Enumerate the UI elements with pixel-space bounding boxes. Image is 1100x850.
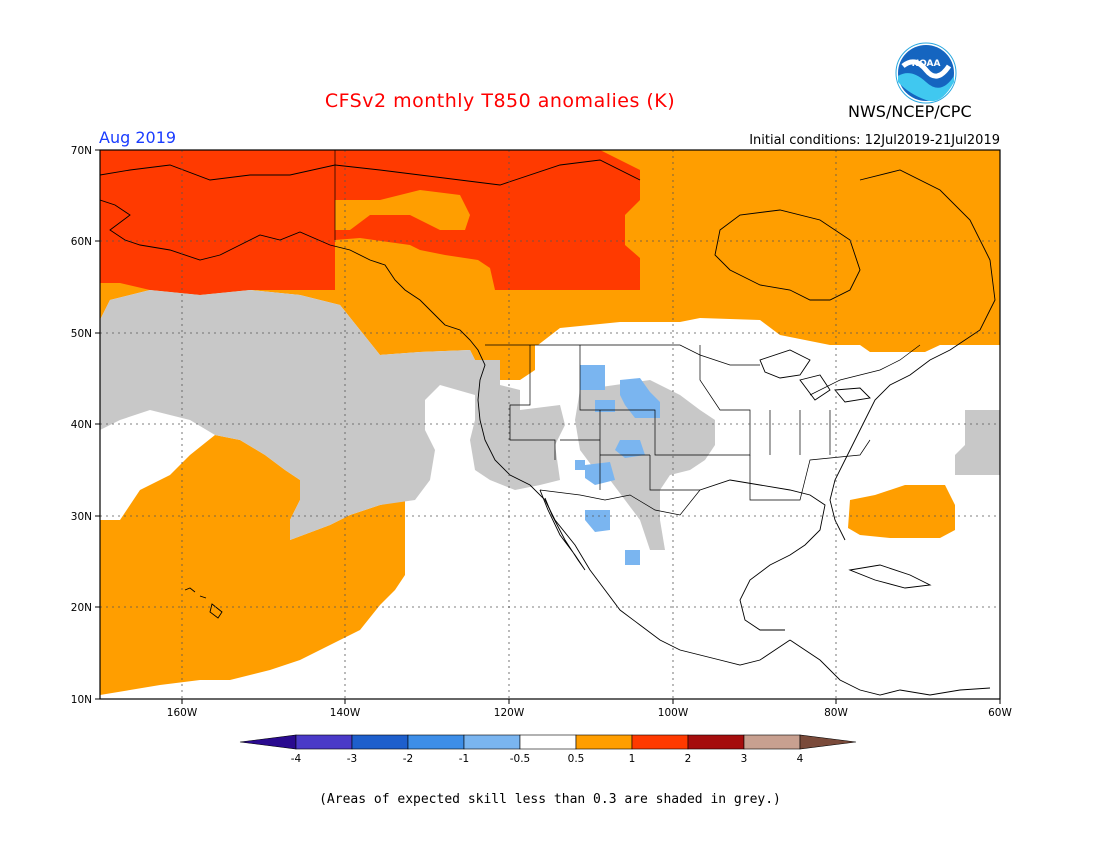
colorbar-label: -0.5 bbox=[510, 753, 531, 765]
lat-label: 50N bbox=[71, 328, 92, 340]
map-title: CFSv2 monthly T850 anomalies (K) bbox=[324, 90, 676, 112]
colorbar-labels: -4 -3 -2 -1 -0.5 0.5 1 2 3 4 bbox=[291, 753, 804, 765]
noaa-logo: NOAA bbox=[895, 42, 957, 104]
forecast-month: Aug 2019 bbox=[99, 128, 177, 147]
lat-label: 60N bbox=[71, 236, 92, 248]
gridlines bbox=[100, 150, 1000, 699]
lat-label: 10N bbox=[71, 694, 92, 706]
colorbar-label: -3 bbox=[347, 753, 357, 765]
colorbar bbox=[239, 734, 857, 750]
anomaly-blue-regions bbox=[575, 365, 660, 565]
lon-label: 100W bbox=[658, 707, 689, 719]
colorbar-max-arrow bbox=[799, 734, 857, 750]
colorbar-swatch bbox=[351, 734, 409, 750]
logo-text: NOAA bbox=[912, 59, 941, 69]
colorbar-min-arrow bbox=[239, 734, 297, 750]
colorbar-swatch bbox=[463, 734, 521, 750]
lat-label: 70N bbox=[71, 145, 92, 157]
axis-ticks bbox=[95, 149, 1001, 704]
initial-conditions: Initial conditions: 12Jul2019-21Jul2019 bbox=[749, 133, 1000, 148]
colorbar-label: 3 bbox=[741, 753, 748, 765]
latitude-labels: 70N 60N 50N 40N 30N 20N 10N bbox=[71, 145, 92, 706]
colorbar-swatch bbox=[743, 734, 801, 750]
lon-label: 140W bbox=[330, 707, 361, 719]
anomaly-red-regions bbox=[100, 150, 640, 295]
colorbar-swatch bbox=[295, 734, 353, 750]
colorbar-label: -2 bbox=[403, 753, 413, 765]
lon-label: 160W bbox=[167, 707, 198, 719]
lon-label: 120W bbox=[494, 707, 525, 719]
longitude-labels: 160W 140W 120W 100W 80W 60W bbox=[167, 707, 1013, 719]
colorbar-swatch bbox=[575, 734, 633, 750]
colorbar-label: 4 bbox=[797, 753, 804, 765]
colorbar-label: 1 bbox=[629, 753, 636, 765]
colorbar-label: -4 bbox=[291, 753, 302, 765]
colorbar-swatch bbox=[519, 734, 577, 750]
colorbar-label: 0.5 bbox=[568, 753, 585, 765]
colorbar-swatch bbox=[687, 734, 745, 750]
colorbar-swatch bbox=[407, 734, 465, 750]
lon-label: 80W bbox=[824, 707, 848, 719]
coastlines bbox=[100, 159, 996, 696]
colorbar-swatch bbox=[631, 734, 689, 750]
lon-label: 60W bbox=[988, 707, 1012, 719]
low-skill-grey-regions bbox=[100, 290, 1000, 550]
lat-label: 40N bbox=[71, 419, 92, 431]
skill-footnote: (Areas of expected skill less than 0.3 a… bbox=[319, 792, 781, 807]
lat-label: 20N bbox=[71, 602, 92, 614]
colorbar-label: -1 bbox=[459, 753, 469, 765]
organization-label: NWS/NCEP/CPC bbox=[848, 102, 972, 121]
political-borders bbox=[334, 150, 921, 516]
colorbar-label: 2 bbox=[685, 753, 692, 765]
lat-label: 30N bbox=[71, 511, 92, 523]
